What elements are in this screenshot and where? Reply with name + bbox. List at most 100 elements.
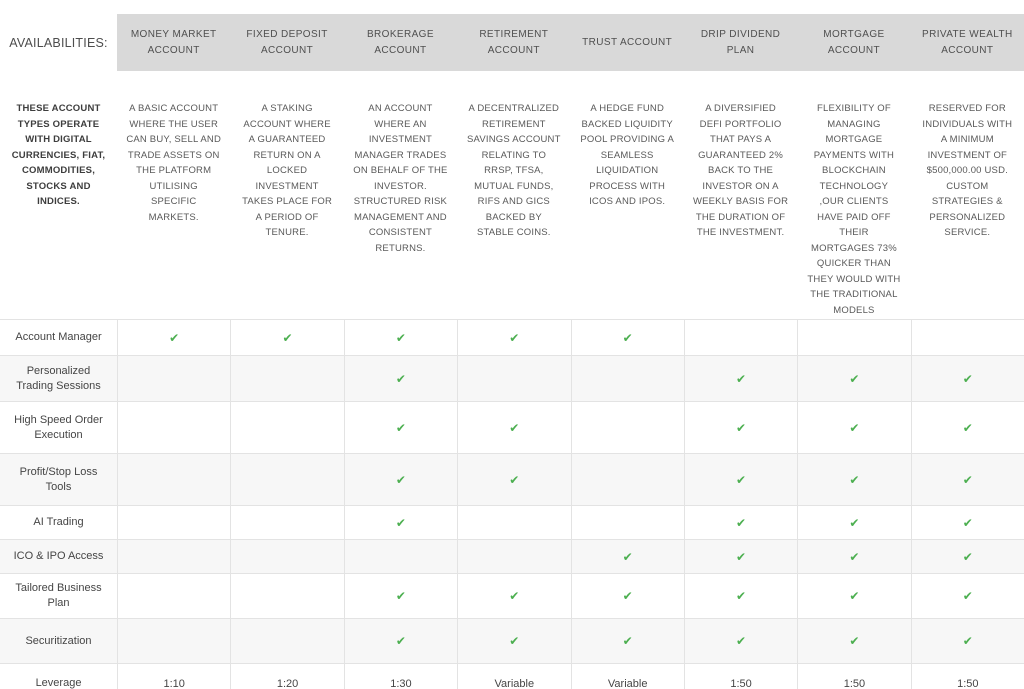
- account-column-header: FIXED DEPOSIT ACCOUNT: [230, 14, 344, 71]
- feature-row: Personalized Trading Sessions ✔ ✔ ✔ ✔: [0, 356, 1024, 402]
- feature-cell-empty: [457, 506, 570, 539]
- feature-cell-empty: [117, 454, 230, 505]
- feature-cell: ✔: [797, 574, 910, 618]
- feature-cell-empty: [117, 574, 230, 618]
- availabilities-label: AVAILABILITIES:: [9, 35, 108, 50]
- feature-row: Tailored Business Plan ✔ ✔ ✔ ✔ ✔ ✔: [0, 574, 1024, 619]
- feature-cell: ✔: [910, 402, 1024, 453]
- feature-row: Leverage 1:10 1:20 1:30 Variable Variable 1:50…: [0, 664, 1024, 689]
- account-column-header: RETIREMENT ACCOUNT: [457, 14, 571, 71]
- feature-cell-empty: [117, 506, 230, 539]
- check-icon: ✔: [395, 589, 406, 603]
- account-column-header: DRIP DIVIDEND PLAN: [683, 14, 798, 71]
- feature-cell: ✔: [117, 320, 230, 355]
- account-column-header: TRUST ACCOUNT: [570, 14, 684, 71]
- check-icon: ✔: [736, 420, 747, 435]
- feature-cell: ✔: [343, 320, 457, 355]
- account-description: A STAKING ACCOUNT WHERE A GUARANTEED RET…: [242, 103, 333, 238]
- feature-cell: ✔: [910, 356, 1024, 401]
- account-description: A HEDGE FUND BACKED LIQUIDITY POOL PROVI…: [580, 103, 675, 207]
- feature-cell-empty: [230, 356, 343, 401]
- feature-cell: ✔: [343, 356, 457, 401]
- check-icon: ✔: [509, 589, 520, 603]
- check-icon: ✔: [849, 549, 860, 564]
- check-icon: ✔: [169, 330, 180, 345]
- check-icon: ✔: [395, 371, 406, 386]
- check-icon: ✔: [962, 371, 973, 386]
- feature-cell: ✔: [910, 574, 1024, 618]
- feature-row: AI Trading ✔ ✔ ✔ ✔: [0, 506, 1024, 540]
- feature-cell: ✔: [910, 454, 1024, 505]
- check-icon: ✔: [849, 589, 860, 603]
- feature-cell-empty: [230, 402, 343, 453]
- leverage-value: 1:30: [343, 664, 457, 689]
- check-icon: ✔: [395, 515, 406, 530]
- check-icon: ✔: [962, 472, 973, 487]
- check-icon: ✔: [395, 472, 406, 487]
- check-icon: ✔: [849, 515, 860, 530]
- feature-cell-empty: [343, 540, 457, 573]
- feature-cell: ✔: [343, 619, 457, 663]
- feature-cell: ✔: [683, 619, 797, 663]
- leverage-value: Variable: [457, 664, 570, 689]
- check-icon: ✔: [622, 330, 633, 345]
- account-descriptions-row: THESE ACCOUNT TYPES OPERATE WITH DIGITAL…: [0, 99, 1024, 319]
- leverage-value: Variable: [570, 664, 684, 689]
- account-column-header: PRIVATE WEALTH ACCOUNT: [910, 14, 1024, 71]
- feature-cell: ✔: [797, 619, 910, 663]
- feature-cell: ✔: [910, 619, 1024, 663]
- feature-cell: ✔: [343, 506, 457, 539]
- feature-cell: ✔: [683, 540, 797, 573]
- feature-cell: ✔: [457, 574, 570, 618]
- feature-cell-empty: [117, 619, 230, 663]
- account-description: AN ACCOUNT WHERE AN INVESTMENT MANAGER T…: [353, 103, 448, 254]
- account-column-header: MONEY MARKET ACCOUNT: [117, 14, 231, 71]
- feature-cell-empty: [230, 540, 343, 573]
- check-icon: ✔: [622, 589, 633, 603]
- feature-cell: ✔: [683, 574, 797, 618]
- account-column-header: BROKERAGE ACCOUNT: [343, 14, 458, 71]
- feature-cell-empty: [230, 506, 343, 539]
- check-icon: ✔: [849, 371, 860, 386]
- feature-row: High Speed Order Execution ✔ ✔ ✔ ✔ ✔: [0, 402, 1024, 454]
- feature-cell-empty: [230, 574, 343, 618]
- leverage-value: 1:50: [910, 664, 1024, 689]
- feature-row-label: Leverage: [35, 677, 82, 689]
- check-icon: ✔: [962, 515, 973, 530]
- feature-cell: ✔: [570, 540, 684, 573]
- account-description: A BASIC ACCOUNT WHERE THE USER CAN BUY, …: [126, 103, 222, 223]
- leverage-value: 1:20: [230, 664, 343, 689]
- feature-cell: ✔: [797, 540, 910, 573]
- feature-cell: ✔: [797, 402, 910, 453]
- check-icon: ✔: [509, 472, 520, 487]
- feature-cell-empty: [797, 320, 910, 355]
- feature-row: Securitization ✔ ✔ ✔ ✔ ✔ ✔: [0, 619, 1024, 664]
- feature-cell: ✔: [457, 402, 570, 453]
- leverage-value: 1:50: [797, 664, 910, 689]
- feature-cell-empty: [457, 356, 570, 401]
- check-icon: ✔: [736, 589, 747, 603]
- check-icon: ✔: [509, 634, 520, 648]
- feature-cell: ✔: [457, 454, 570, 505]
- feature-cell: ✔: [797, 454, 910, 505]
- leverage-value: 1:50: [683, 664, 797, 689]
- feature-cell: ✔: [910, 506, 1024, 539]
- account-description: RESERVED FOR INDIVIDUALS WITH A MINIMUM …: [922, 103, 1013, 238]
- feature-row-label: High Speed Order Execution: [14, 413, 103, 441]
- feature-cell: ✔: [683, 506, 797, 539]
- feature-cell-empty: [570, 506, 684, 539]
- check-icon: ✔: [962, 634, 973, 648]
- feature-cell: ✔: [570, 574, 684, 618]
- table-header-row: AVAILABILITIES: MONEY MARKET ACCOUNT FIXE…: [0, 14, 1024, 71]
- feature-cell-empty: [117, 402, 230, 453]
- feature-cell: ✔: [343, 574, 457, 618]
- intro-text: THESE ACCOUNT TYPES OPERATE WITH DIGITAL…: [11, 103, 106, 207]
- feature-cell: ✔: [230, 320, 343, 355]
- feature-cell: ✔: [910, 540, 1024, 573]
- check-icon: ✔: [736, 549, 747, 564]
- feature-cell: ✔: [683, 402, 797, 453]
- feature-cell: ✔: [683, 356, 797, 401]
- feature-cell: ✔: [797, 506, 910, 539]
- feature-cell: ✔: [683, 454, 797, 505]
